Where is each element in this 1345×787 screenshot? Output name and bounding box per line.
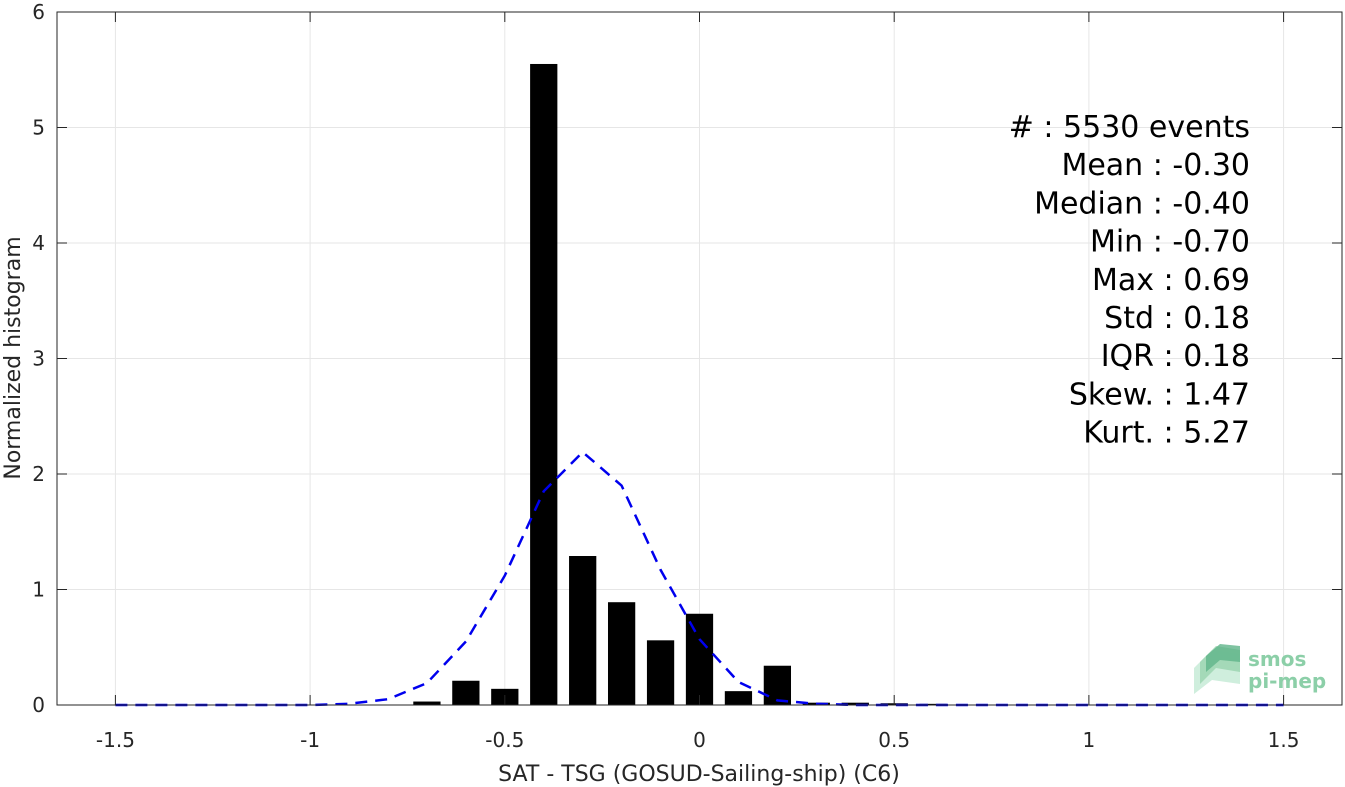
y-tick-label: 2 bbox=[32, 462, 45, 486]
y-tick-label: 3 bbox=[32, 347, 45, 371]
x-axis-label: SAT - TSG (GOSUD-Sailing-ship) (C6) bbox=[498, 762, 900, 787]
histogram-bars bbox=[413, 63, 947, 706]
stats-line: Skew. : 1.47 bbox=[1069, 377, 1250, 412]
gaussian-fit-curve bbox=[115, 450, 1284, 707]
stats-line: Median : -0.40 bbox=[1034, 186, 1250, 221]
histogram-bar bbox=[413, 701, 441, 705]
histogram-bar bbox=[685, 613, 714, 705]
stats-line: Min : -0.70 bbox=[1090, 225, 1250, 260]
logo-text-smos: smos bbox=[1248, 647, 1306, 671]
x-tick-label: 1 bbox=[1083, 728, 1096, 752]
histogram-bar bbox=[452, 680, 480, 705]
histogram-bar bbox=[646, 640, 675, 705]
x-tick-label: 0 bbox=[693, 728, 706, 752]
stats-line: IQR : 0.18 bbox=[1101, 339, 1250, 374]
logo-text-pimep: pi-mep bbox=[1248, 669, 1326, 693]
x-tick-labels: -1.5 -1 -0.5 0 0.5 1 1.5 bbox=[96, 728, 1300, 752]
histogram-bar bbox=[569, 556, 597, 705]
histogram-bar bbox=[763, 665, 792, 705]
y-tick-label: 6 bbox=[32, 0, 45, 24]
x-tick-label: -1 bbox=[300, 728, 320, 752]
histogram-bar bbox=[841, 702, 869, 705]
logo-waves-icon bbox=[1194, 644, 1240, 694]
x-tick-label: 0.5 bbox=[878, 728, 910, 752]
y-tick-label: 0 bbox=[32, 693, 45, 717]
x-tick-label: 1.5 bbox=[1268, 728, 1300, 752]
y-axis-label: Normalized histogram bbox=[1, 236, 26, 479]
histogram-bar bbox=[607, 602, 636, 705]
histogram-bar bbox=[724, 691, 753, 705]
stats-line: Kurt. : 5.27 bbox=[1083, 416, 1250, 451]
stats-line: # : 5530 events bbox=[1009, 110, 1250, 145]
y-tick-labels: 0 1 2 3 4 5 6 bbox=[32, 0, 45, 717]
y-tick-label: 4 bbox=[32, 231, 45, 255]
smos-pimep-logo: smos pi-mep bbox=[1194, 644, 1326, 694]
stats-line: Std : 0.18 bbox=[1104, 301, 1250, 336]
x-tick-label: -0.5 bbox=[485, 728, 524, 752]
histogram-bar bbox=[919, 703, 947, 705]
axis-ticks bbox=[57, 11, 1342, 706]
stats-line: Max : 0.69 bbox=[1092, 263, 1250, 298]
y-tick-label: 1 bbox=[32, 578, 45, 602]
stats-line: Mean : -0.30 bbox=[1061, 148, 1250, 183]
x-tick-label: -1.5 bbox=[96, 728, 135, 752]
histogram-bar bbox=[530, 63, 558, 706]
y-tick-label: 5 bbox=[32, 116, 45, 140]
